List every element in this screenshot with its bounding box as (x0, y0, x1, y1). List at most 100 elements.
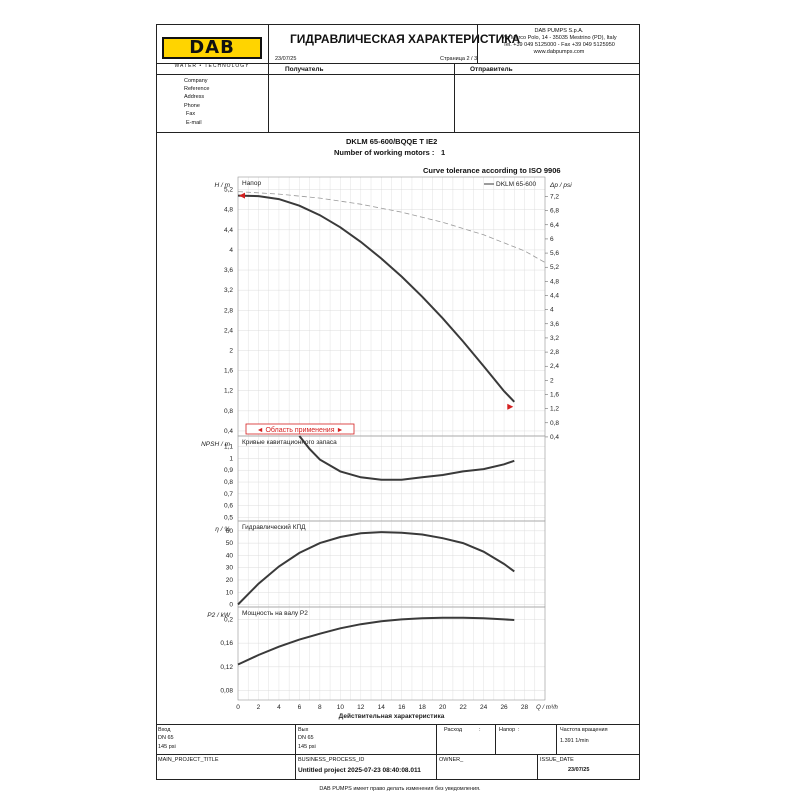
panel-title: Гидравлический КПД (242, 523, 306, 531)
y-right-tick-label: 5,2 (550, 264, 559, 271)
field-company: Company (184, 78, 208, 84)
speed-value: 1.391 1/min (560, 738, 589, 744)
field-phone: Phone (184, 103, 200, 109)
legend-label: DKLM 65-600 (496, 181, 536, 188)
y-right-axis-label: Δp / psi (549, 182, 572, 189)
y-tick-label: 20 (226, 577, 234, 584)
page-title: ГИДРАВЛИЧЕСКАЯ ХАРАКТЕРИСТИКА (290, 32, 521, 46)
x-tick-label: 0 (236, 704, 240, 711)
y-tick-label: 40 (226, 552, 234, 559)
recipient-label: Получатель (285, 66, 324, 73)
outlet-label: Вых (298, 727, 309, 733)
outlet-pressure: 145 psi (298, 744, 316, 750)
series-line-0 (237, 531, 515, 606)
motors-value: 1 (441, 148, 446, 157)
y-tick-label: 0,9 (224, 467, 233, 474)
series-line-0 (298, 435, 515, 481)
field-reference: Reference (184, 86, 210, 92)
company-name: DAB PUMPS S.p.A. (534, 28, 584, 34)
flow-label: Расход (444, 727, 463, 733)
y-tick-label: 0,6 (224, 503, 233, 510)
tolerance-note: Curve tolerance according to ISO 9906 (423, 166, 561, 175)
field-email: E-mail (186, 120, 202, 126)
y-tick-label: 10 (226, 589, 234, 596)
company-web: www.dabpumps.com (533, 49, 585, 55)
y-axis-label: NPSH / m (201, 441, 230, 448)
x-tick-label: 18 (419, 704, 427, 711)
product-model: DKLM 65-600/BQQE T IE2 (346, 137, 438, 146)
y-right-tick-label: 4,8 (550, 278, 559, 285)
y-right-tick-label: 3,6 (550, 321, 559, 328)
y-right-tick-label: 6 (550, 236, 554, 243)
range-label: ◄ Область применения ► (257, 426, 344, 434)
chart-panel-0: 0,4 0,8 1,2 1,6 2 2,4 2,8 3,2 3,6 4 4,4 4,8 5,2 Напор… (214, 176, 572, 441)
y-right-tick-label: 1,6 (550, 392, 559, 399)
inlet-dn: DN 65 (158, 735, 174, 741)
y-right-tick-label: 2,4 (550, 363, 559, 370)
chart-panel-1: 0,5 0,6 0,7 0,8 0,9 1 1,1 Кривые кавитационного… (201, 435, 546, 521)
company-phone: Tel. +39 049 5125000 - Fax +39 049 51259… (503, 42, 615, 48)
x-axis-unit: Q / m³/h (536, 705, 558, 711)
x-tick-label: 8 (318, 704, 322, 711)
y-right-tick-label: 0,8 (550, 420, 559, 427)
x-tick-label: 4 (277, 704, 281, 711)
panel-frame (237, 606, 546, 701)
x-tick-label: 28 (521, 704, 529, 711)
y-tick-label: 1,1 (224, 444, 233, 451)
y-tick-label: 4,8 (224, 207, 233, 214)
inlet-pressure: 145 psi (158, 744, 176, 750)
chart-panel-3: 0,08 0,12 0,16 0,2 Мощность на валу P2 P2 / k… (207, 606, 558, 720)
head-colon: : (518, 727, 520, 733)
flow-colon: : (479, 727, 481, 733)
panel-title: Мощность на валу P2 (242, 610, 308, 617)
motors-label: Number of working motors : (334, 148, 435, 157)
x-tick-label: 14 (378, 704, 386, 711)
project-value: Untitled project 2025-07-23 08:40:08.011 (298, 767, 421, 774)
panel-title: Напор (242, 180, 261, 187)
header-page: Страница 2 / 3 (440, 56, 478, 62)
logo: DAB WATER • TECHNOLOGY (158, 27, 266, 70)
y-right-tick-label: 4 (550, 307, 554, 314)
issue-date-label: ISSUE_DATE (540, 757, 574, 763)
y-tick-label: 0,8 (224, 479, 233, 486)
company-address: Via Marco Polo, 14 - 35035 Mestrino (PD)… (501, 35, 617, 41)
y-tick-label: 0 (229, 602, 233, 609)
y-right-tick-label: 7,2 (550, 194, 559, 201)
logo-subtitle: WATER • TECHNOLOGY (174, 63, 250, 69)
y-tick-label: 0,16 (220, 640, 233, 647)
sender-label: Отправитель (470, 66, 513, 73)
y-tick-label: 0,7 (224, 491, 233, 498)
y-tick-label: 2,8 (224, 307, 233, 314)
y-right-tick-label: 6,4 (550, 222, 559, 229)
x-tick-label: 26 (500, 704, 508, 711)
range-end-marker (507, 403, 514, 410)
y-tick-label: 0,4 (224, 428, 233, 435)
y-right-tick-label: 1,2 (550, 406, 559, 413)
outlet-dn: DN 65 (298, 735, 314, 741)
y-axis-label: H / m (214, 182, 230, 189)
field-address: Address (184, 94, 205, 100)
y-right-tick-label: 4,4 (550, 293, 559, 300)
x-axis-label: Действительная характеристика (339, 712, 445, 720)
x-tick-label: 12 (357, 704, 365, 711)
x-tick-label: 6 (298, 704, 302, 711)
y-tick-label: 0,2 (224, 616, 233, 623)
x-tick-label: 2 (257, 704, 261, 711)
x-tick-label: 24 (480, 704, 488, 711)
y-tick-label: 4,4 (224, 227, 233, 234)
main-project-title: MAIN_PROJECT_TITLE (158, 757, 219, 763)
y-axis-label: η / % (215, 526, 230, 533)
y-axis-label: P2 / kW (207, 612, 231, 619)
header-date: 23/07/25 (275, 56, 297, 62)
y-tick-label: 1 (229, 455, 233, 462)
x-tick-label: 22 (460, 704, 468, 711)
logo-badge: DAB (162, 37, 262, 59)
y-right-tick-label: 3,2 (550, 335, 559, 342)
y-tick-label: 0,08 (220, 688, 233, 695)
y-tick-label: 0,12 (220, 664, 233, 671)
y-tick-label: 60 (226, 528, 234, 535)
y-tick-label: 1,2 (224, 388, 233, 395)
y-tick-label: 30 (226, 565, 234, 572)
sheet-frame (156, 24, 640, 780)
head-label: Напор (499, 727, 516, 733)
